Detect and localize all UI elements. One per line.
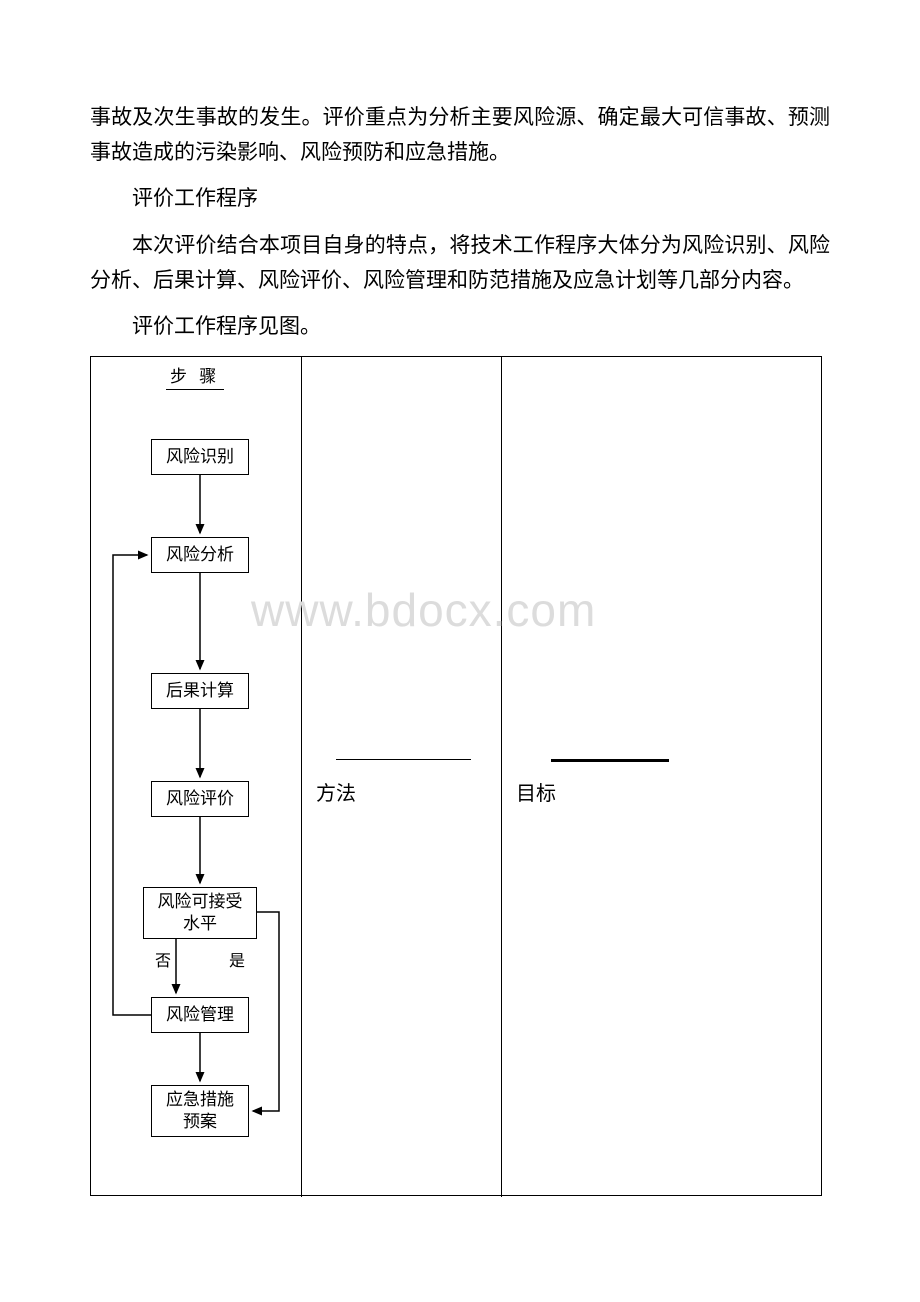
column-divider-1	[301, 357, 302, 1197]
node-emergency: 应急措施 预案	[151, 1085, 249, 1137]
decision-no-label: 否	[155, 947, 171, 971]
paragraph-3: 本次评价结合本项目自身的特点，将技术工作程序大体分为风险识别、风险分析、后果计算…	[90, 228, 830, 297]
flowchart-arrows	[91, 357, 301, 1197]
flowchart-container: 步 骤 方法 目标 www.bdocx.com 风险识别 风险分析 后果计算 风…	[90, 356, 822, 1196]
method-header: 方法	[316, 777, 356, 806]
watermark-text: www.bdocx.com	[251, 583, 596, 637]
target-header: 目标	[516, 777, 556, 806]
node-risk-acceptable: 风险可接受 水平	[143, 887, 257, 939]
node-risk-evaluate: 风险评价	[151, 781, 249, 817]
paragraph-2: 评价工作程序	[90, 181, 830, 216]
column-divider-2	[501, 357, 502, 1197]
node-risk-manage: 风险管理	[151, 997, 249, 1033]
paragraph-4: 评价工作程序见图。	[90, 309, 830, 344]
method-header-line	[336, 759, 471, 760]
paragraph-1: 事故及次生事故的发生。评价重点为分析主要风险源、确定最大可信事故、预测事故造成的…	[90, 100, 830, 169]
node-risk-identify: 风险识别	[151, 439, 249, 475]
target-header-line	[551, 759, 669, 762]
node-consequence: 后果计算	[151, 673, 249, 709]
decision-yes-label: 是	[229, 947, 245, 971]
node-risk-analysis: 风险分析	[151, 537, 249, 573]
